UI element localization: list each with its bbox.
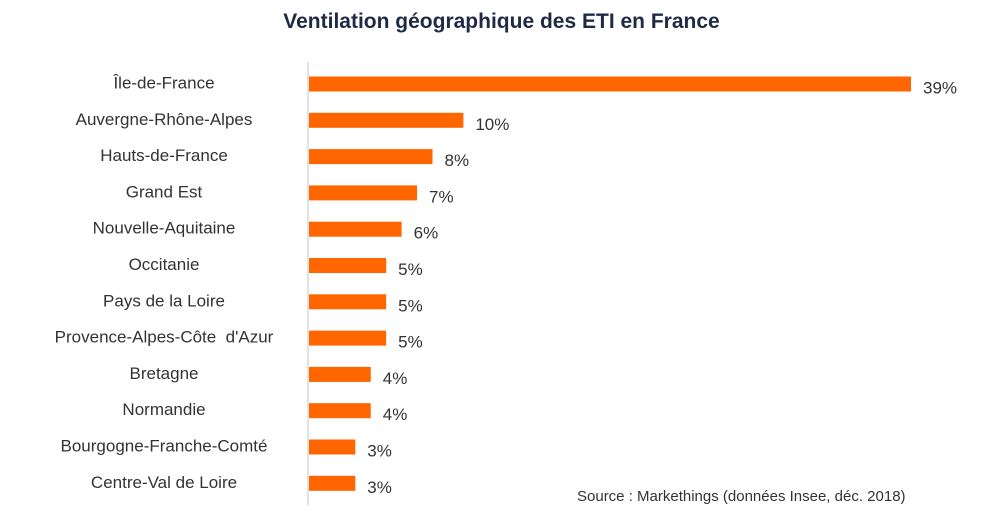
bar <box>309 330 387 346</box>
bar <box>309 221 402 237</box>
bar <box>309 403 371 419</box>
value-label: 4% <box>383 405 408 424</box>
value-label: 10% <box>475 115 509 134</box>
category-label: Bretagne <box>130 364 199 383</box>
bar <box>309 294 387 310</box>
bar <box>309 112 464 128</box>
category-label: Centre-Val de Loire <box>91 473 237 492</box>
value-label: 3% <box>367 478 392 497</box>
category-label: Occitanie <box>129 255 200 274</box>
value-label: 5% <box>398 333 423 352</box>
category-label: Grand Est <box>126 182 203 201</box>
bars-group: Île-de-France 39% Auvergne-Rhône-Alpes 10% H… <box>55 73 957 496</box>
bar <box>309 366 371 382</box>
bar <box>309 149 433 165</box>
category-label: Pays de la Loire <box>103 291 225 310</box>
source-note: Source : Markethings (données Insee, déc… <box>577 488 906 505</box>
bar <box>309 258 387 273</box>
bar <box>309 76 911 92</box>
value-label: 7% <box>429 187 454 206</box>
category-label: Auvergne-Rhône-Alpes <box>76 110 253 129</box>
category-label: Nouvelle-Aquitaine <box>93 219 236 238</box>
value-label: 6% <box>414 224 439 243</box>
category-label: Île-de-France <box>112 73 214 92</box>
category-label: Normandie <box>122 400 205 419</box>
value-label: 3% <box>367 441 392 460</box>
value-label: 5% <box>398 260 423 279</box>
category-label: Hauts-de-France <box>100 146 228 165</box>
value-label: 5% <box>398 296 423 315</box>
category-label: Bourgogne-Franche-Comté <box>61 436 268 455</box>
value-label: 4% <box>383 369 408 388</box>
bar <box>309 439 356 455</box>
value-label: 39% <box>923 78 957 97</box>
value-label: 8% <box>444 151 469 170</box>
chart-title: Ventilation géographique des ETI en Fran… <box>283 10 720 33</box>
bar <box>309 475 356 491</box>
bar <box>309 185 418 201</box>
category-label: Provence-Alpes-Côte d'Azur <box>55 328 274 347</box>
